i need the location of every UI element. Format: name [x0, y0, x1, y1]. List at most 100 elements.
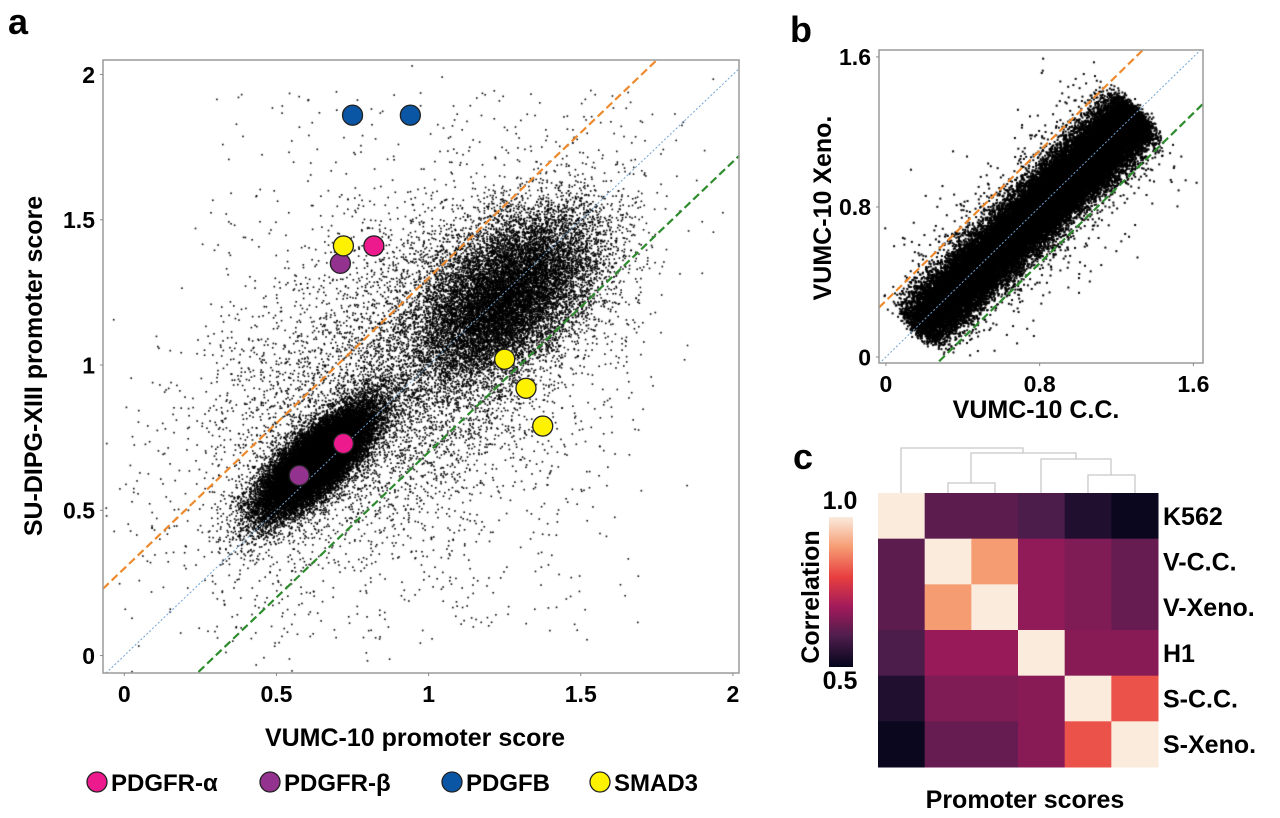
- heatmap-cell: [924, 493, 972, 540]
- panel-a-reference-line-1: [103, 60, 659, 590]
- point-pdgfr-: [329, 252, 352, 275]
- panel-b-x-tick-label: 0: [880, 371, 893, 397]
- panel-b-y-tick-label: 1.6: [839, 44, 871, 70]
- panel-c-x-axis-label: Promoter scores: [926, 786, 1125, 814]
- panel-b-plot: 0 0.8 1.6 0 0.8 1.6: [839, 44, 1209, 397]
- heatmap-cell: [1111, 630, 1159, 677]
- heatmap-cell: [1064, 630, 1112, 677]
- dendrogram-branch: [947, 482, 996, 493]
- point-pdgfr-: [332, 432, 355, 455]
- panel-b-x-axis-label: VUMC-10 C.C.: [953, 396, 1120, 424]
- heatmap-cell: [1064, 675, 1112, 722]
- heatmap-cell: [1018, 630, 1066, 677]
- panel-label-c: c: [793, 436, 813, 477]
- panel-a-y-tick-label: 0: [82, 643, 95, 669]
- legend-marker-0: [86, 771, 108, 793]
- panel-a-x-tick-label: 1: [422, 681, 435, 707]
- heatmap-row-label: V-Xeno.: [1163, 594, 1255, 622]
- heatmap-cell: [924, 584, 972, 631]
- heatmap-cell: [971, 538, 1019, 585]
- heatmap-cell: [924, 630, 972, 677]
- heatmap-cell: [1018, 538, 1066, 585]
- panel-label-b: b: [790, 9, 812, 50]
- point-pdgfr-: [288, 464, 310, 487]
- panel-a-reference-line-0: [105, 68, 739, 673]
- panel-b-reference-line-1: [879, 50, 1145, 309]
- heatmap-cell: [1111, 493, 1159, 540]
- panel-a-reference-line-2: [195, 155, 739, 673]
- panel-b-y-tick-label: 0.8: [839, 194, 871, 220]
- colorbar-max-label: 1.0: [823, 487, 858, 515]
- heatmap-cell: [1018, 493, 1066, 540]
- panel-a-y-tick-label: 1.5: [63, 207, 95, 233]
- colorbar-label: Correlation: [797, 530, 825, 663]
- panel-a-legend: PDGFR-α PDGFR-β PDGFB SMAD3: [86, 770, 698, 797]
- heatmap-cell: [971, 493, 1019, 540]
- panel-a-x-tick-label: 1.5: [565, 681, 597, 707]
- point-smad3: [332, 235, 355, 257]
- point-smad3: [532, 415, 554, 437]
- legend-label-2: PDGFB: [466, 770, 550, 797]
- heatmap-cell: [1064, 538, 1112, 585]
- panel-b-reference-line-0: [879, 50, 1202, 363]
- legend-label-0: PDGFR-α: [111, 770, 218, 797]
- legend-label-3: SMAD3: [614, 770, 698, 797]
- panel-a-x-axis-label: VUMC-10 promoter score: [265, 724, 565, 752]
- heatmap-row-label: S-Xeno.: [1163, 731, 1256, 759]
- colorbar: [829, 517, 853, 667]
- heatmap-cell: [1064, 721, 1112, 768]
- dendrogram: [900, 447, 1136, 493]
- panel-b-x-tick-label: 1.6: [1177, 371, 1209, 397]
- heatmap-cell: [971, 584, 1019, 631]
- heatmap-cell: [1111, 675, 1159, 722]
- heatmap-cell: [1018, 584, 1066, 631]
- heatmap-cell: [1064, 493, 1112, 540]
- heatmap-cell: [924, 538, 972, 585]
- point-pdgfb: [341, 104, 364, 126]
- point-pdgfr-: [363, 235, 385, 257]
- legend-marker-1: [259, 771, 281, 793]
- dendrogram-branch: [900, 447, 1024, 493]
- panel-a-y-tick-label: 2: [82, 62, 95, 88]
- panel-a-y-tick-label: 0.5: [63, 498, 95, 524]
- dendrogram-branch: [1040, 458, 1112, 493]
- panel-a-x-tick-label: 2: [727, 681, 740, 707]
- heatmap-cell: [1018, 721, 1066, 768]
- legend-marker-2: [441, 771, 463, 793]
- heatmap-cell: [924, 721, 972, 768]
- heatmap-cell: [878, 493, 926, 540]
- panel-b-x-tick-label: 0.8: [1024, 371, 1056, 397]
- heatmap-cell: [878, 721, 926, 768]
- heatmap-row-label: H1: [1163, 640, 1195, 668]
- panel-b-y-axis-label: VUMC-10 Xeno.: [809, 116, 837, 301]
- dendrogram-branch: [970, 452, 1077, 483]
- heatmap-cell: [924, 675, 972, 722]
- heatmap-cell: [878, 538, 926, 585]
- dendrogram-branch: [1087, 474, 1136, 493]
- heatmap-cell: [878, 675, 926, 722]
- panel-b-y-tick-label: 0: [858, 344, 871, 370]
- heatmap-cell: [971, 675, 1019, 722]
- panel-label-a: a: [8, 1, 29, 42]
- heatmap-cell: [1111, 721, 1159, 768]
- colorbar-min-label: 0.5: [823, 667, 858, 695]
- legend-label-1: PDGFR-β: [284, 770, 391, 797]
- heatmap-cell: [971, 630, 1019, 677]
- panel-a-plot: 0 0.5 1 1.5 2 0 0.5 1 1.5 2: [63, 59, 740, 707]
- point-smad3: [494, 348, 516, 370]
- heatmap-row-label: K562: [1163, 503, 1223, 531]
- heatmap-cell: [971, 721, 1019, 768]
- panel-b-reference-line-2: [935, 103, 1203, 363]
- heatmap-cell: [878, 630, 926, 677]
- heatmap-cell: [878, 584, 926, 631]
- panel-a-y-axis-label: SU-DIPG-XIII promoter score: [20, 196, 48, 536]
- heatmap-cell: [1064, 584, 1112, 631]
- heatmap-row-label: S-C.C.: [1163, 686, 1238, 714]
- heatmap-cell: [1111, 584, 1159, 631]
- legend-marker-3: [589, 771, 611, 793]
- point-smad3: [515, 377, 537, 399]
- heatmap-cell: [1018, 675, 1066, 722]
- heatmap: K562 V-C.C. V-Xeno. H1 S-C.C. S-Xeno.: [878, 493, 1256, 768]
